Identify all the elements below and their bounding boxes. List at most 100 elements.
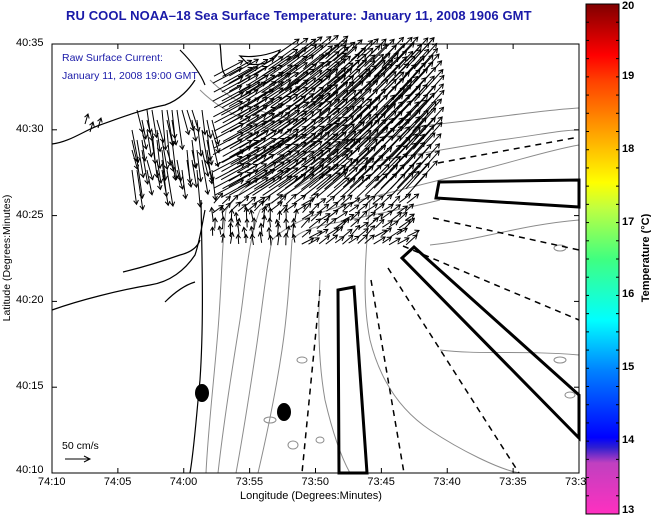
station-marker-2 bbox=[277, 403, 291, 421]
current-vector bbox=[351, 197, 361, 205]
current-vector bbox=[414, 68, 444, 102]
current-vector bbox=[237, 203, 248, 212]
current-vector bbox=[390, 195, 401, 206]
current-vector bbox=[235, 221, 241, 235]
current-vector bbox=[318, 213, 331, 222]
current-vector bbox=[404, 213, 415, 221]
current-vector bbox=[244, 218, 250, 228]
current-vector bbox=[229, 131, 260, 150]
current-vector bbox=[317, 203, 330, 214]
current-vector bbox=[358, 53, 385, 78]
current-vector bbox=[308, 34, 339, 60]
current-vector bbox=[366, 195, 376, 205]
current-vector bbox=[334, 195, 346, 206]
current-vector bbox=[413, 160, 438, 188]
current-vector bbox=[364, 234, 375, 244]
current-vector bbox=[196, 169, 203, 208]
current-vector bbox=[316, 218, 330, 230]
current-vector bbox=[382, 220, 394, 228]
current-vector bbox=[404, 48, 430, 77]
current-vector bbox=[414, 89, 445, 124]
current-vector bbox=[191, 119, 198, 142]
current-vector bbox=[342, 98, 373, 126]
current-vector bbox=[340, 194, 353, 206]
current-vector bbox=[209, 206, 215, 222]
current-vector bbox=[268, 175, 299, 197]
current-vector bbox=[390, 36, 413, 60]
current-vector bbox=[366, 203, 379, 212]
current-vector bbox=[326, 62, 354, 86]
current-vector bbox=[318, 116, 349, 142]
current-vector bbox=[380, 56, 408, 84]
current-vector bbox=[294, 94, 325, 118]
current-vector bbox=[271, 194, 283, 204]
current-vector bbox=[284, 93, 315, 116]
current-vector bbox=[335, 211, 349, 220]
current-vector bbox=[230, 147, 261, 165]
current-vector bbox=[301, 237, 315, 245]
current-vector bbox=[356, 38, 379, 60]
current-vector bbox=[405, 92, 435, 126]
current-vector bbox=[412, 36, 435, 62]
current-vector bbox=[308, 218, 322, 229]
current-vector bbox=[277, 194, 287, 205]
current-vector bbox=[191, 149, 198, 170]
scale-label: 50 cm/s bbox=[62, 440, 99, 452]
current-vector bbox=[246, 196, 257, 206]
current-vector bbox=[413, 53, 440, 84]
current-vector bbox=[283, 217, 289, 230]
current-vector bbox=[276, 231, 282, 246]
current-vector bbox=[253, 200, 265, 212]
current-vector bbox=[277, 110, 308, 133]
x-tick-label: 73:3 bbox=[565, 476, 587, 488]
current-vector bbox=[413, 47, 439, 76]
x-tick-label: 73:50 bbox=[301, 476, 330, 488]
current-vector bbox=[414, 83, 444, 117]
current-vector bbox=[222, 59, 253, 77]
current-vector bbox=[131, 169, 139, 206]
current-vector bbox=[301, 35, 332, 60]
plot-background bbox=[52, 44, 579, 473]
current-vector bbox=[228, 231, 235, 244]
current-vector bbox=[327, 138, 356, 164]
current-vector bbox=[269, 38, 300, 60]
current-vector bbox=[294, 164, 325, 188]
current-vector bbox=[283, 207, 289, 219]
current-vector bbox=[146, 159, 155, 181]
current-vector bbox=[151, 139, 160, 179]
current-vector bbox=[373, 236, 386, 245]
current-vector bbox=[308, 84, 339, 109]
current-vector bbox=[201, 109, 208, 136]
current-vector bbox=[248, 209, 255, 220]
current-vector bbox=[333, 41, 356, 62]
chart-title: RU COOL NOAA–18 Sea Surface Temperature:… bbox=[66, 8, 532, 23]
current-vector bbox=[308, 237, 320, 245]
current-vector bbox=[201, 149, 211, 177]
current-vector bbox=[220, 232, 226, 243]
current-vector bbox=[326, 177, 350, 198]
current-vector bbox=[277, 157, 308, 180]
current-vector bbox=[257, 231, 264, 243]
current-vector bbox=[407, 54, 434, 84]
current-vector bbox=[302, 202, 312, 213]
current-vector bbox=[405, 234, 418, 246]
colorbar-tick-label: 13 bbox=[622, 504, 635, 516]
current-vector bbox=[342, 68, 371, 94]
colorbar-tick-label: 20 bbox=[622, 0, 635, 12]
current-vector bbox=[381, 110, 412, 142]
current-vector bbox=[325, 149, 353, 174]
colorbar-tick-label: 15 bbox=[622, 361, 635, 374]
current-vector bbox=[396, 227, 408, 236]
current-vector bbox=[364, 38, 387, 61]
current-vector bbox=[277, 62, 308, 84]
current-vector bbox=[181, 169, 189, 200]
current-vector bbox=[235, 233, 241, 245]
current-vector bbox=[381, 227, 392, 237]
x-tick-label: 73:45 bbox=[367, 476, 395, 488]
current-vector bbox=[316, 198, 327, 206]
current-vector bbox=[249, 233, 256, 246]
current-vector bbox=[261, 214, 268, 228]
current-vector bbox=[318, 235, 331, 245]
current-vector bbox=[229, 114, 260, 133]
current-vector bbox=[334, 203, 348, 212]
